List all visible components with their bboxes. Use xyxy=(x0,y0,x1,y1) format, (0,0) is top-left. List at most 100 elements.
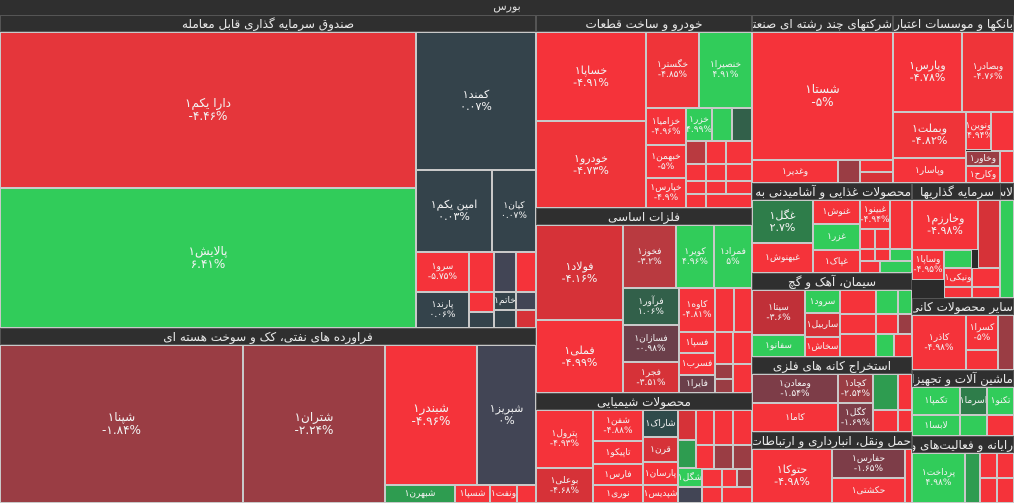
stock-tile-small[interactable] xyxy=(494,310,516,328)
stock-tile-small[interactable] xyxy=(686,194,706,208)
stock-tile-khatam[interactable]: خاتم۱ xyxy=(494,292,516,310)
stock-tile-small[interactable] xyxy=(873,410,898,432)
stock-tile-small[interactable] xyxy=(1000,200,1014,298)
sector-header-oil[interactable]: فراورده های نفتی، کک و سوخت هسته ای xyxy=(0,328,536,345)
stock-tile-small[interactable] xyxy=(860,160,893,172)
stock-tile-small[interactable] xyxy=(860,229,875,249)
stock-tile-sarbil[interactable]: ساربیل۱ xyxy=(805,313,840,337)
stock-tile-small[interactable] xyxy=(702,469,722,487)
stock-tile-small[interactable] xyxy=(516,310,536,328)
stock-tile-small[interactable] xyxy=(678,487,702,503)
stock-tile-tapiko[interactable]: تاپیکو۱ xyxy=(593,441,643,464)
stock-tile-small[interactable] xyxy=(702,487,722,503)
stock-tile-small[interactable] xyxy=(876,314,898,334)
stock-tile-small[interactable] xyxy=(733,332,752,364)
stock-tile-small[interactable] xyxy=(715,332,733,364)
stock-tile-sarood[interactable]: سرود۱ xyxy=(805,290,840,313)
stock-tile-khpars[interactable]: خپارس۱ -۴.۹% xyxy=(646,178,686,208)
stock-tile-fameli[interactable]: فملی۱ -۴.۹۹% xyxy=(536,320,623,393)
stock-tile-small[interactable] xyxy=(880,261,912,273)
stock-tile-gharn[interactable]: قرن۱ xyxy=(643,437,678,462)
stock-tile-shespa[interactable]: شسپا۱ xyxy=(455,485,490,503)
stock-tile-khodro[interactable]: خودرو۱ -۴.۷۳% xyxy=(536,121,646,208)
stock-tile-small[interactable] xyxy=(890,249,912,261)
stock-tile-fars[interactable]: فارس۱ xyxy=(593,464,643,485)
stock-tile-small[interactable] xyxy=(706,194,752,208)
stock-tile-small[interactable] xyxy=(875,249,890,261)
stock-tile-sita[interactable]: سیتا۱ -۳.۶% xyxy=(752,290,805,335)
sector-header-misc[interactable]: لاستیک xyxy=(1000,183,1014,200)
stock-tile-sakhash[interactable]: سخاش۱ xyxy=(805,337,840,357)
stock-tile-kazar[interactable]: کاذر۱ -۴.۹۸% xyxy=(912,315,966,370)
stock-tile-small[interactable] xyxy=(715,288,734,332)
stock-tile-small[interactable] xyxy=(966,350,998,370)
stock-tile-small[interactable] xyxy=(980,478,997,503)
stock-tile-small[interactable] xyxy=(838,160,860,183)
stock-tile-small[interactable] xyxy=(972,268,1000,287)
stock-tile-small[interactable] xyxy=(726,164,752,181)
stock-tile-small[interactable] xyxy=(944,250,972,268)
stock-tile-vamaaden[interactable]: ومعادن۱ -۱.۵۴% xyxy=(752,374,838,403)
stock-tile-small[interactable] xyxy=(905,449,912,503)
stock-tile-sharak[interactable]: شاراک۱ xyxy=(643,410,678,437)
stock-tile-small[interactable] xyxy=(1000,151,1014,183)
stock-tile-kavir[interactable]: کویر۱ ۴.۹۶% xyxy=(676,225,714,288)
stock-tile-ghpak[interactable]: غپاک۱ xyxy=(813,250,860,273)
stock-tile-khzamia[interactable]: خزامیا۱ -۴.۹۶% xyxy=(646,108,686,145)
stock-tile-small[interactable] xyxy=(860,172,893,183)
stock-tile-vapars[interactable]: وپارس۱ -۴.۷۸% xyxy=(893,32,962,112)
stock-tile-small[interactable] xyxy=(469,292,494,312)
stock-tile-fajr[interactable]: فجر۱ -۳.۵۱% xyxy=(623,362,679,393)
stock-tile-takampa[interactable]: تکمپا۱ xyxy=(912,387,960,415)
stock-tile-small[interactable] xyxy=(715,379,733,393)
stock-tile-parsan[interactable]: پارسان۱ xyxy=(643,462,678,485)
stock-tile-kama[interactable]: کاما۱ xyxy=(752,403,838,432)
stock-tile-shafan[interactable]: شفن۱ -۴.۸۸% xyxy=(593,410,643,441)
stock-tile-asrma[interactable]: اسرما۱ xyxy=(960,387,987,415)
stock-tile-small[interactable] xyxy=(997,453,1014,478)
stock-tile-small[interactable] xyxy=(726,181,752,194)
stock-tile-fakhooz[interactable]: فخوز۱ -۳.۲% xyxy=(623,225,676,288)
stock-tile-khgostar[interactable]: خگستر۱ -۴.۸۵% xyxy=(646,32,699,108)
sector-header-nonmetal[interactable]: سایر محصولات کانی غیرفلزی xyxy=(912,298,1014,315)
stock-tile-small[interactable] xyxy=(965,453,980,503)
stock-tile-shebandar[interactable]: شبندر۱ -۴.۹۶% xyxy=(385,345,477,485)
stock-tile-labsa[interactable]: لابسا۱ xyxy=(912,415,960,436)
stock-tile-vakhavar[interactable]: وخاور۱ xyxy=(966,151,1000,166)
stock-tile-foolad[interactable]: فولاد۱ -۴.۱۶% xyxy=(536,225,623,320)
stock-tile-hatoka[interactable]: حتوکا۱ -۴.۹۸% xyxy=(752,449,832,503)
stock-tile-small[interactable] xyxy=(678,410,696,440)
sector-header-chem[interactable]: محصولات شیمیایی xyxy=(536,393,752,410)
stock-tile-pardakht[interactable]: پرداخت۱ ۴.۹۸% xyxy=(912,453,965,503)
stock-tile-small[interactable] xyxy=(715,364,733,379)
sector-header-banks[interactable]: بانکها و موسسات اعتباری xyxy=(893,15,1014,32)
sector-header-food[interactable]: محصولات غذایی و آشامیدنی به جز قند و شکر xyxy=(752,183,912,200)
stock-tile-shebriz[interactable]: شبریز۱ ۰% xyxy=(477,345,536,485)
stock-tile-takno[interactable]: تکنو۱ xyxy=(987,387,1014,415)
sector-header-cement[interactable]: سیمان، آهک و گچ xyxy=(752,273,912,290)
stock-tile-sarv[interactable]: سرو۱ -۵.۷۵% xyxy=(416,252,469,292)
stock-tile-small[interactable] xyxy=(686,141,706,164)
sector-header-mining[interactable]: استخراج کانه های فلزی xyxy=(752,357,912,374)
stock-tile-shebahran[interactable]: شبهرن۱ xyxy=(385,485,455,503)
stock-tile-small[interactable] xyxy=(714,445,733,469)
stock-tile-small[interactable] xyxy=(860,261,880,273)
stock-tile-faravar[interactable]: فرآور۱ ۱.۰۶% xyxy=(623,288,679,325)
stock-tile-kegol[interactable]: کگل۱ -۱.۶۹% xyxy=(838,403,873,432)
stock-tile-small[interactable] xyxy=(972,287,1000,298)
stock-tile-safano[interactable]: سفانو۱ xyxy=(752,335,805,357)
stock-tile-small[interactable] xyxy=(734,288,752,332)
stock-tile-small[interactable] xyxy=(714,410,733,445)
stock-tile-kian[interactable]: کیان۱ ۰.۰۷% xyxy=(492,170,536,252)
stock-tile-vabsader[interactable]: وبصادر۱ -۴.۷۶% xyxy=(962,32,1014,112)
stock-tile-small[interactable] xyxy=(991,112,1014,151)
stock-tile-ghegol[interactable]: غگل۱ ۲.۷% xyxy=(752,200,813,243)
stock-tile-ghbehnoosh[interactable]: غبهنوش۱ xyxy=(752,243,813,273)
stock-tile-small[interactable] xyxy=(876,290,898,314)
stock-tile-small[interactable] xyxy=(894,334,912,357)
stock-tile-noori[interactable]: نوری۱ xyxy=(593,485,643,503)
stock-tile-vanovin[interactable]: ونوین۱-۴.۹۴% xyxy=(966,112,991,150)
stock-tile-kamand[interactable]: کمند۱ ۰.۰۷% xyxy=(416,32,536,170)
stock-tile-vaniki[interactable]: ونیکی۱ xyxy=(944,268,972,287)
stock-tile-small[interactable] xyxy=(890,200,912,249)
